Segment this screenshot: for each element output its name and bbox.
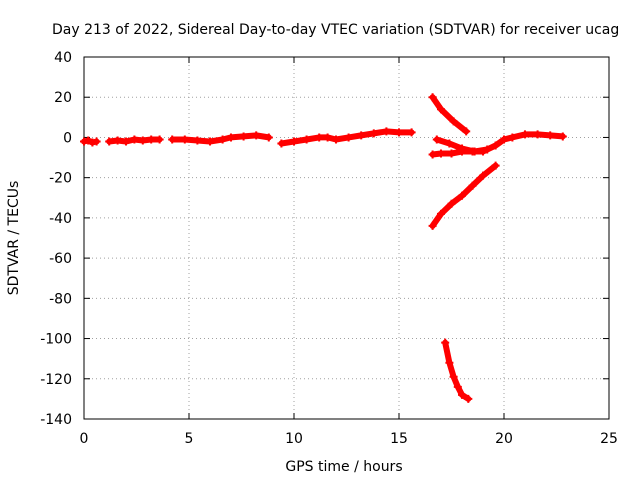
data-point	[332, 135, 340, 144]
data-point	[382, 127, 391, 136]
y-tick-label: 20	[54, 90, 72, 106]
series-arc-1	[80, 136, 101, 147]
y-tick-label: -40	[49, 211, 72, 227]
data-point	[470, 147, 479, 156]
data-point	[546, 131, 555, 140]
data-point	[218, 135, 227, 144]
data-point	[521, 130, 529, 139]
x-tick-label: 5	[185, 431, 194, 447]
data-point	[428, 150, 437, 159]
x-tick-label: 20	[495, 431, 513, 447]
y-tick-label: 40	[54, 50, 72, 66]
x-tick-label: 0	[80, 431, 89, 447]
data-point	[407, 128, 416, 137]
data-point	[147, 135, 156, 144]
series-arc-4	[277, 127, 416, 148]
series-arc-8	[428, 161, 500, 230]
data-point	[357, 131, 366, 140]
data-point	[479, 171, 487, 180]
y-tick-label: -100	[40, 332, 72, 348]
series-arc-9	[441, 338, 473, 403]
chart-title: Day 213 of 2022, Sidereal Day-to-day VTE…	[52, 22, 619, 38]
data-point	[113, 136, 122, 145]
data-point	[500, 135, 508, 144]
data-point	[80, 137, 88, 146]
data-point	[168, 135, 177, 144]
series-trace	[442, 339, 472, 402]
data-point	[323, 133, 332, 142]
series-arc-3	[168, 131, 273, 146]
data-point	[264, 133, 273, 142]
data-point	[88, 138, 97, 147]
plot-frame	[83, 56, 610, 420]
data-point	[437, 105, 445, 114]
data-point	[449, 372, 458, 381]
series-trace	[429, 94, 470, 135]
data-point	[428, 221, 437, 230]
grid-lines	[84, 57, 609, 419]
data-point	[445, 139, 454, 148]
series-arc-2	[105, 135, 164, 146]
y-tick-label: -20	[49, 171, 72, 187]
data-point	[180, 135, 189, 144]
data-point	[558, 132, 567, 141]
data-point	[458, 390, 466, 399]
data-point	[441, 338, 450, 347]
data-point	[447, 149, 456, 158]
axis-ticks: 0 5 10 15 20 25 -140 -120 -100 -80 -60 -40 -20 0 20 40	[40, 50, 618, 447]
data-point	[193, 136, 202, 145]
y-tick-label: -60	[49, 251, 72, 267]
data-point	[227, 133, 235, 142]
data-point	[437, 149, 445, 158]
x-tick-label: 25	[600, 431, 618, 447]
data-point	[508, 133, 517, 142]
y-tick-label: -120	[40, 372, 72, 388]
data-point	[315, 133, 324, 142]
data-point	[369, 129, 378, 138]
data-point	[239, 132, 248, 141]
x-tick-label: 10	[285, 431, 303, 447]
data-point	[130, 135, 139, 144]
x-axis-label: GPS time / hours	[285, 459, 402, 475]
data-point	[462, 127, 471, 136]
data-point	[533, 130, 542, 139]
y-tick-label: -80	[49, 291, 72, 307]
data-point	[447, 199, 456, 208]
data-point	[252, 131, 261, 140]
data-point	[155, 135, 164, 144]
data-point	[445, 358, 454, 367]
series-arc-5	[428, 93, 471, 136]
data-point	[395, 128, 403, 137]
data-point	[344, 133, 353, 142]
data-point	[491, 161, 500, 170]
data-point	[453, 382, 462, 391]
data-point	[449, 117, 458, 126]
data-point	[458, 144, 466, 153]
y-axis-label: SDTVAR / TECUs	[6, 181, 22, 296]
data-point	[428, 93, 437, 102]
data-point	[302, 135, 311, 144]
data-point	[122, 137, 130, 146]
data-point	[491, 141, 500, 150]
data-point	[468, 181, 477, 190]
data-point	[458, 191, 466, 200]
data-point	[206, 137, 214, 146]
data-point	[92, 137, 101, 146]
series-arc-7	[432, 135, 492, 156]
data-point	[483, 145, 492, 154]
x-tick-label: 15	[390, 431, 408, 447]
data-point	[432, 135, 441, 144]
data-point	[437, 209, 445, 218]
y-tick-label: 0	[63, 130, 72, 146]
data-series	[80, 93, 567, 403]
data-point	[84, 136, 93, 145]
data-point	[138, 136, 147, 145]
y-tick-label: -140	[40, 412, 72, 428]
data-point	[290, 137, 298, 146]
data-point	[277, 139, 286, 148]
data-point	[464, 394, 473, 403]
data-point	[105, 137, 114, 146]
